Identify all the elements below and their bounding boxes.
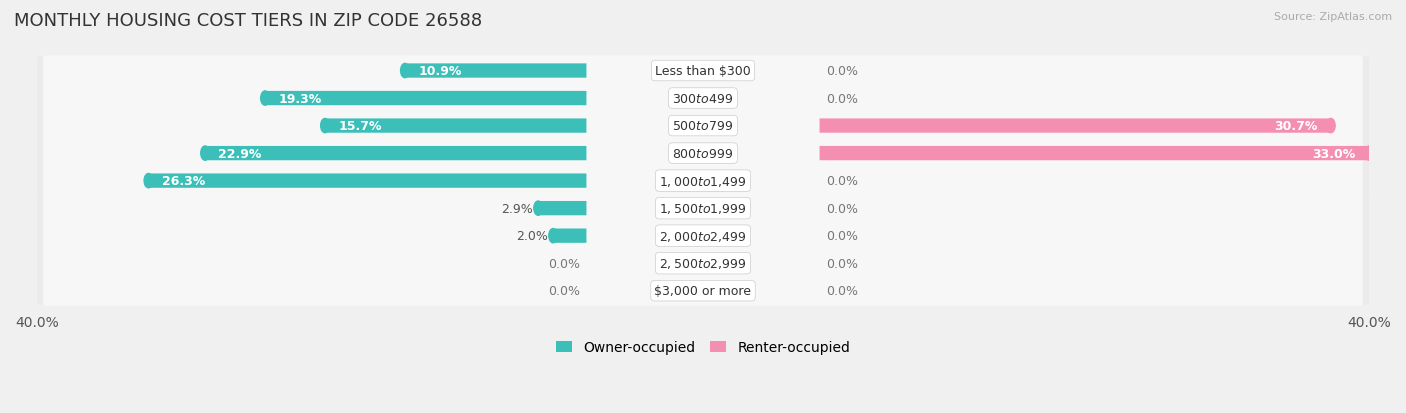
FancyBboxPatch shape — [37, 167, 1369, 195]
Text: 0.0%: 0.0% — [827, 65, 858, 78]
Circle shape — [321, 119, 329, 133]
FancyBboxPatch shape — [44, 194, 1362, 224]
FancyBboxPatch shape — [37, 112, 1369, 140]
FancyBboxPatch shape — [264, 92, 586, 106]
FancyBboxPatch shape — [538, 202, 586, 216]
FancyBboxPatch shape — [405, 64, 586, 78]
FancyBboxPatch shape — [37, 222, 1369, 250]
Text: $2,000 to $2,499: $2,000 to $2,499 — [659, 229, 747, 243]
Circle shape — [1326, 119, 1336, 133]
FancyBboxPatch shape — [44, 139, 1362, 169]
Text: 22.9%: 22.9% — [218, 147, 262, 160]
Circle shape — [401, 64, 409, 78]
Text: 26.3%: 26.3% — [162, 175, 205, 188]
Text: 33.0%: 33.0% — [1313, 147, 1355, 160]
Text: $800 to $999: $800 to $999 — [672, 147, 734, 160]
Text: 30.7%: 30.7% — [1274, 120, 1317, 133]
Text: 0.0%: 0.0% — [548, 285, 579, 297]
FancyBboxPatch shape — [325, 119, 586, 133]
Text: 2.9%: 2.9% — [502, 202, 533, 215]
Text: 0.0%: 0.0% — [827, 257, 858, 270]
FancyBboxPatch shape — [44, 84, 1362, 114]
Circle shape — [145, 174, 153, 188]
Text: 19.3%: 19.3% — [278, 93, 322, 105]
Text: MONTHLY HOUSING COST TIERS IN ZIP CODE 26588: MONTHLY HOUSING COST TIERS IN ZIP CODE 2… — [14, 12, 482, 30]
FancyBboxPatch shape — [44, 276, 1362, 306]
FancyBboxPatch shape — [553, 229, 586, 243]
FancyBboxPatch shape — [44, 56, 1362, 86]
FancyBboxPatch shape — [37, 195, 1369, 222]
Text: $3,000 or more: $3,000 or more — [655, 285, 751, 297]
FancyBboxPatch shape — [37, 85, 1369, 112]
Circle shape — [1365, 147, 1374, 161]
FancyBboxPatch shape — [44, 221, 1362, 251]
FancyBboxPatch shape — [37, 140, 1369, 167]
Text: $300 to $499: $300 to $499 — [672, 93, 734, 105]
Text: 10.9%: 10.9% — [418, 65, 461, 78]
Text: 0.0%: 0.0% — [827, 230, 858, 242]
FancyBboxPatch shape — [820, 119, 1331, 133]
FancyBboxPatch shape — [37, 58, 1369, 85]
FancyBboxPatch shape — [149, 174, 586, 188]
Circle shape — [534, 202, 543, 216]
Text: 15.7%: 15.7% — [339, 120, 382, 133]
Legend: Owner-occupied, Renter-occupied: Owner-occupied, Renter-occupied — [550, 335, 856, 360]
FancyBboxPatch shape — [820, 147, 1369, 161]
FancyBboxPatch shape — [44, 166, 1362, 196]
Text: 2.0%: 2.0% — [516, 230, 548, 242]
Text: 0.0%: 0.0% — [827, 285, 858, 297]
Text: $1,000 to $1,499: $1,000 to $1,499 — [659, 174, 747, 188]
FancyBboxPatch shape — [37, 250, 1369, 277]
Text: 0.0%: 0.0% — [827, 93, 858, 105]
Text: 0.0%: 0.0% — [827, 202, 858, 215]
Text: 0.0%: 0.0% — [827, 175, 858, 188]
Text: Less than $300: Less than $300 — [655, 65, 751, 78]
FancyBboxPatch shape — [44, 111, 1362, 141]
FancyBboxPatch shape — [205, 147, 586, 161]
Text: 0.0%: 0.0% — [548, 257, 579, 270]
Text: $1,500 to $1,999: $1,500 to $1,999 — [659, 202, 747, 216]
Text: Source: ZipAtlas.com: Source: ZipAtlas.com — [1274, 12, 1392, 22]
FancyBboxPatch shape — [37, 277, 1369, 305]
Text: $500 to $799: $500 to $799 — [672, 120, 734, 133]
Circle shape — [260, 92, 270, 106]
Circle shape — [201, 147, 209, 161]
Circle shape — [548, 229, 557, 243]
FancyBboxPatch shape — [44, 249, 1362, 279]
Text: $2,500 to $2,999: $2,500 to $2,999 — [659, 256, 747, 271]
